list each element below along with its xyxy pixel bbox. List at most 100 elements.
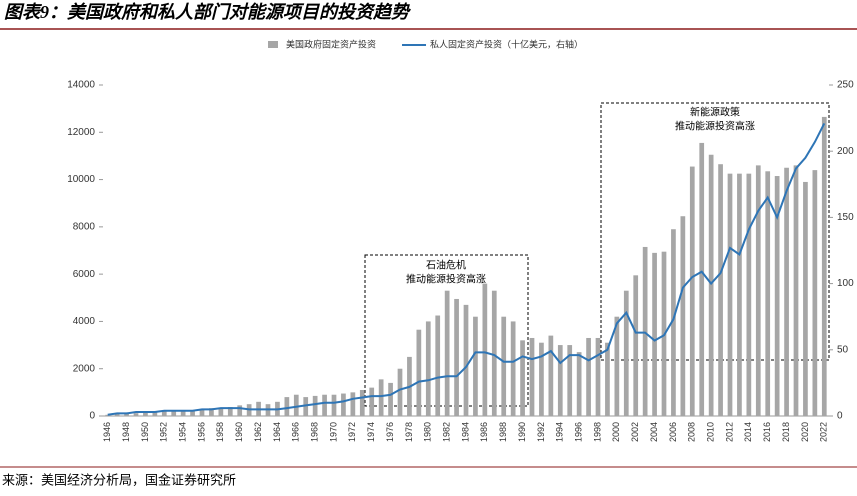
bar — [520, 340, 525, 416]
x-tick-label: 2012 — [724, 422, 734, 442]
bar — [699, 142, 705, 417]
bar — [143, 412, 148, 416]
x-tick-label: 1962 — [253, 422, 263, 442]
bar — [209, 408, 214, 416]
x-tick-label: 1986 — [479, 422, 489, 442]
x-tick-label: 1966 — [291, 422, 301, 442]
annotation-box — [600, 102, 830, 361]
bar — [765, 171, 771, 416]
chart-title: 图表9：美国政府和私人部门对能源项目的投资趋势 — [4, 2, 411, 22]
x-tick-label: 2000 — [611, 422, 621, 442]
bar — [369, 387, 375, 416]
x-tick-label: 1970 — [328, 422, 338, 442]
bar — [312, 395, 318, 416]
bar — [180, 411, 186, 416]
bar — [510, 321, 516, 416]
bar — [124, 413, 129, 416]
x-tick-label: 2010 — [706, 422, 716, 442]
bar — [331, 394, 337, 416]
x-tick-label: 1980 — [423, 422, 433, 442]
bar — [473, 316, 478, 416]
bar — [454, 298, 459, 416]
bar — [595, 337, 601, 416]
line — [107, 122, 826, 416]
y-tick-label: 10000 — [67, 174, 95, 185]
y2-tick-label: 250 — [837, 80, 854, 91]
y2-tick-label: 200 — [837, 146, 854, 157]
y2-tick-label: 50 — [837, 344, 849, 355]
bar — [548, 335, 554, 416]
x-tick-label: 1982 — [442, 422, 452, 442]
bar — [152, 411, 158, 416]
x-tick-label: 1972 — [347, 422, 357, 442]
bar — [378, 379, 384, 416]
x-tick-label: 1998 — [592, 422, 602, 442]
x-tick-label: 2006 — [668, 422, 678, 442]
bar — [501, 316, 507, 416]
x-tick-label: 1968 — [310, 422, 320, 442]
bar — [444, 290, 450, 416]
x-tick-label: 1956 — [196, 422, 206, 442]
bar — [803, 181, 808, 416]
legend-label: 美国政府固定资产投资 — [286, 38, 376, 49]
source: 来源：美国经济分析局，国金证券研究所 — [2, 472, 236, 487]
x-tick-label: 1978 — [404, 422, 414, 442]
bar — [605, 342, 610, 416]
bar — [774, 176, 780, 416]
x-tick-label: 1994 — [555, 422, 565, 442]
bar — [463, 304, 469, 416]
x-tick-label: 1990 — [517, 422, 527, 442]
x-tick-label: 1946 — [102, 422, 112, 442]
y2-tick-label: 0 — [837, 411, 843, 422]
bar — [623, 290, 629, 416]
bar — [718, 164, 723, 416]
x-tick-label: 1958 — [215, 422, 225, 442]
bar — [190, 410, 195, 416]
y-tick-label: 8000 — [73, 221, 96, 232]
bar — [133, 413, 139, 416]
bar — [784, 167, 789, 416]
annotation: 石油危机 — [426, 259, 466, 272]
bar — [303, 397, 309, 416]
x-tick-label: 1952 — [159, 422, 169, 442]
bar — [114, 414, 120, 416]
x-tick-label: 2004 — [649, 422, 659, 442]
bar — [557, 345, 563, 416]
y-tick-label: 4000 — [73, 316, 96, 327]
bar — [746, 173, 752, 416]
bar — [388, 382, 393, 416]
bar — [491, 290, 497, 416]
bar — [727, 173, 733, 416]
bar — [237, 405, 243, 416]
x-tick-label: 1984 — [460, 422, 470, 442]
x-tick-label: 2008 — [687, 422, 697, 442]
bar — [416, 329, 422, 416]
y2-tick-label: 150 — [837, 212, 854, 223]
bar — [576, 352, 582, 416]
x-tick-label: 2002 — [630, 422, 640, 442]
bar — [812, 170, 818, 416]
bar — [586, 337, 591, 416]
y-tick-label: 14000 — [67, 80, 95, 91]
x-tick-label: 2020 — [800, 422, 810, 442]
bar — [218, 408, 224, 416]
bar — [614, 316, 620, 416]
y2-tick-label: 100 — [837, 278, 854, 289]
bar — [322, 394, 327, 416]
bar — [227, 407, 233, 416]
legend-swatch — [268, 41, 278, 48]
x-tick-label: 1964 — [272, 422, 282, 442]
bar — [755, 165, 761, 416]
x-tick-label: 2014 — [743, 422, 753, 442]
x-tick-label: 1988 — [498, 422, 508, 442]
annotation: 新能源政策 — [690, 106, 740, 119]
bar — [567, 345, 573, 416]
bar — [821, 116, 827, 417]
bar — [105, 414, 111, 416]
bar — [435, 315, 441, 416]
bar — [171, 410, 177, 416]
bar — [482, 283, 488, 416]
bar — [359, 389, 365, 416]
legend-label: 私人固定资产投资（十亿美元，右轴） — [430, 38, 583, 49]
bar — [671, 229, 676, 416]
